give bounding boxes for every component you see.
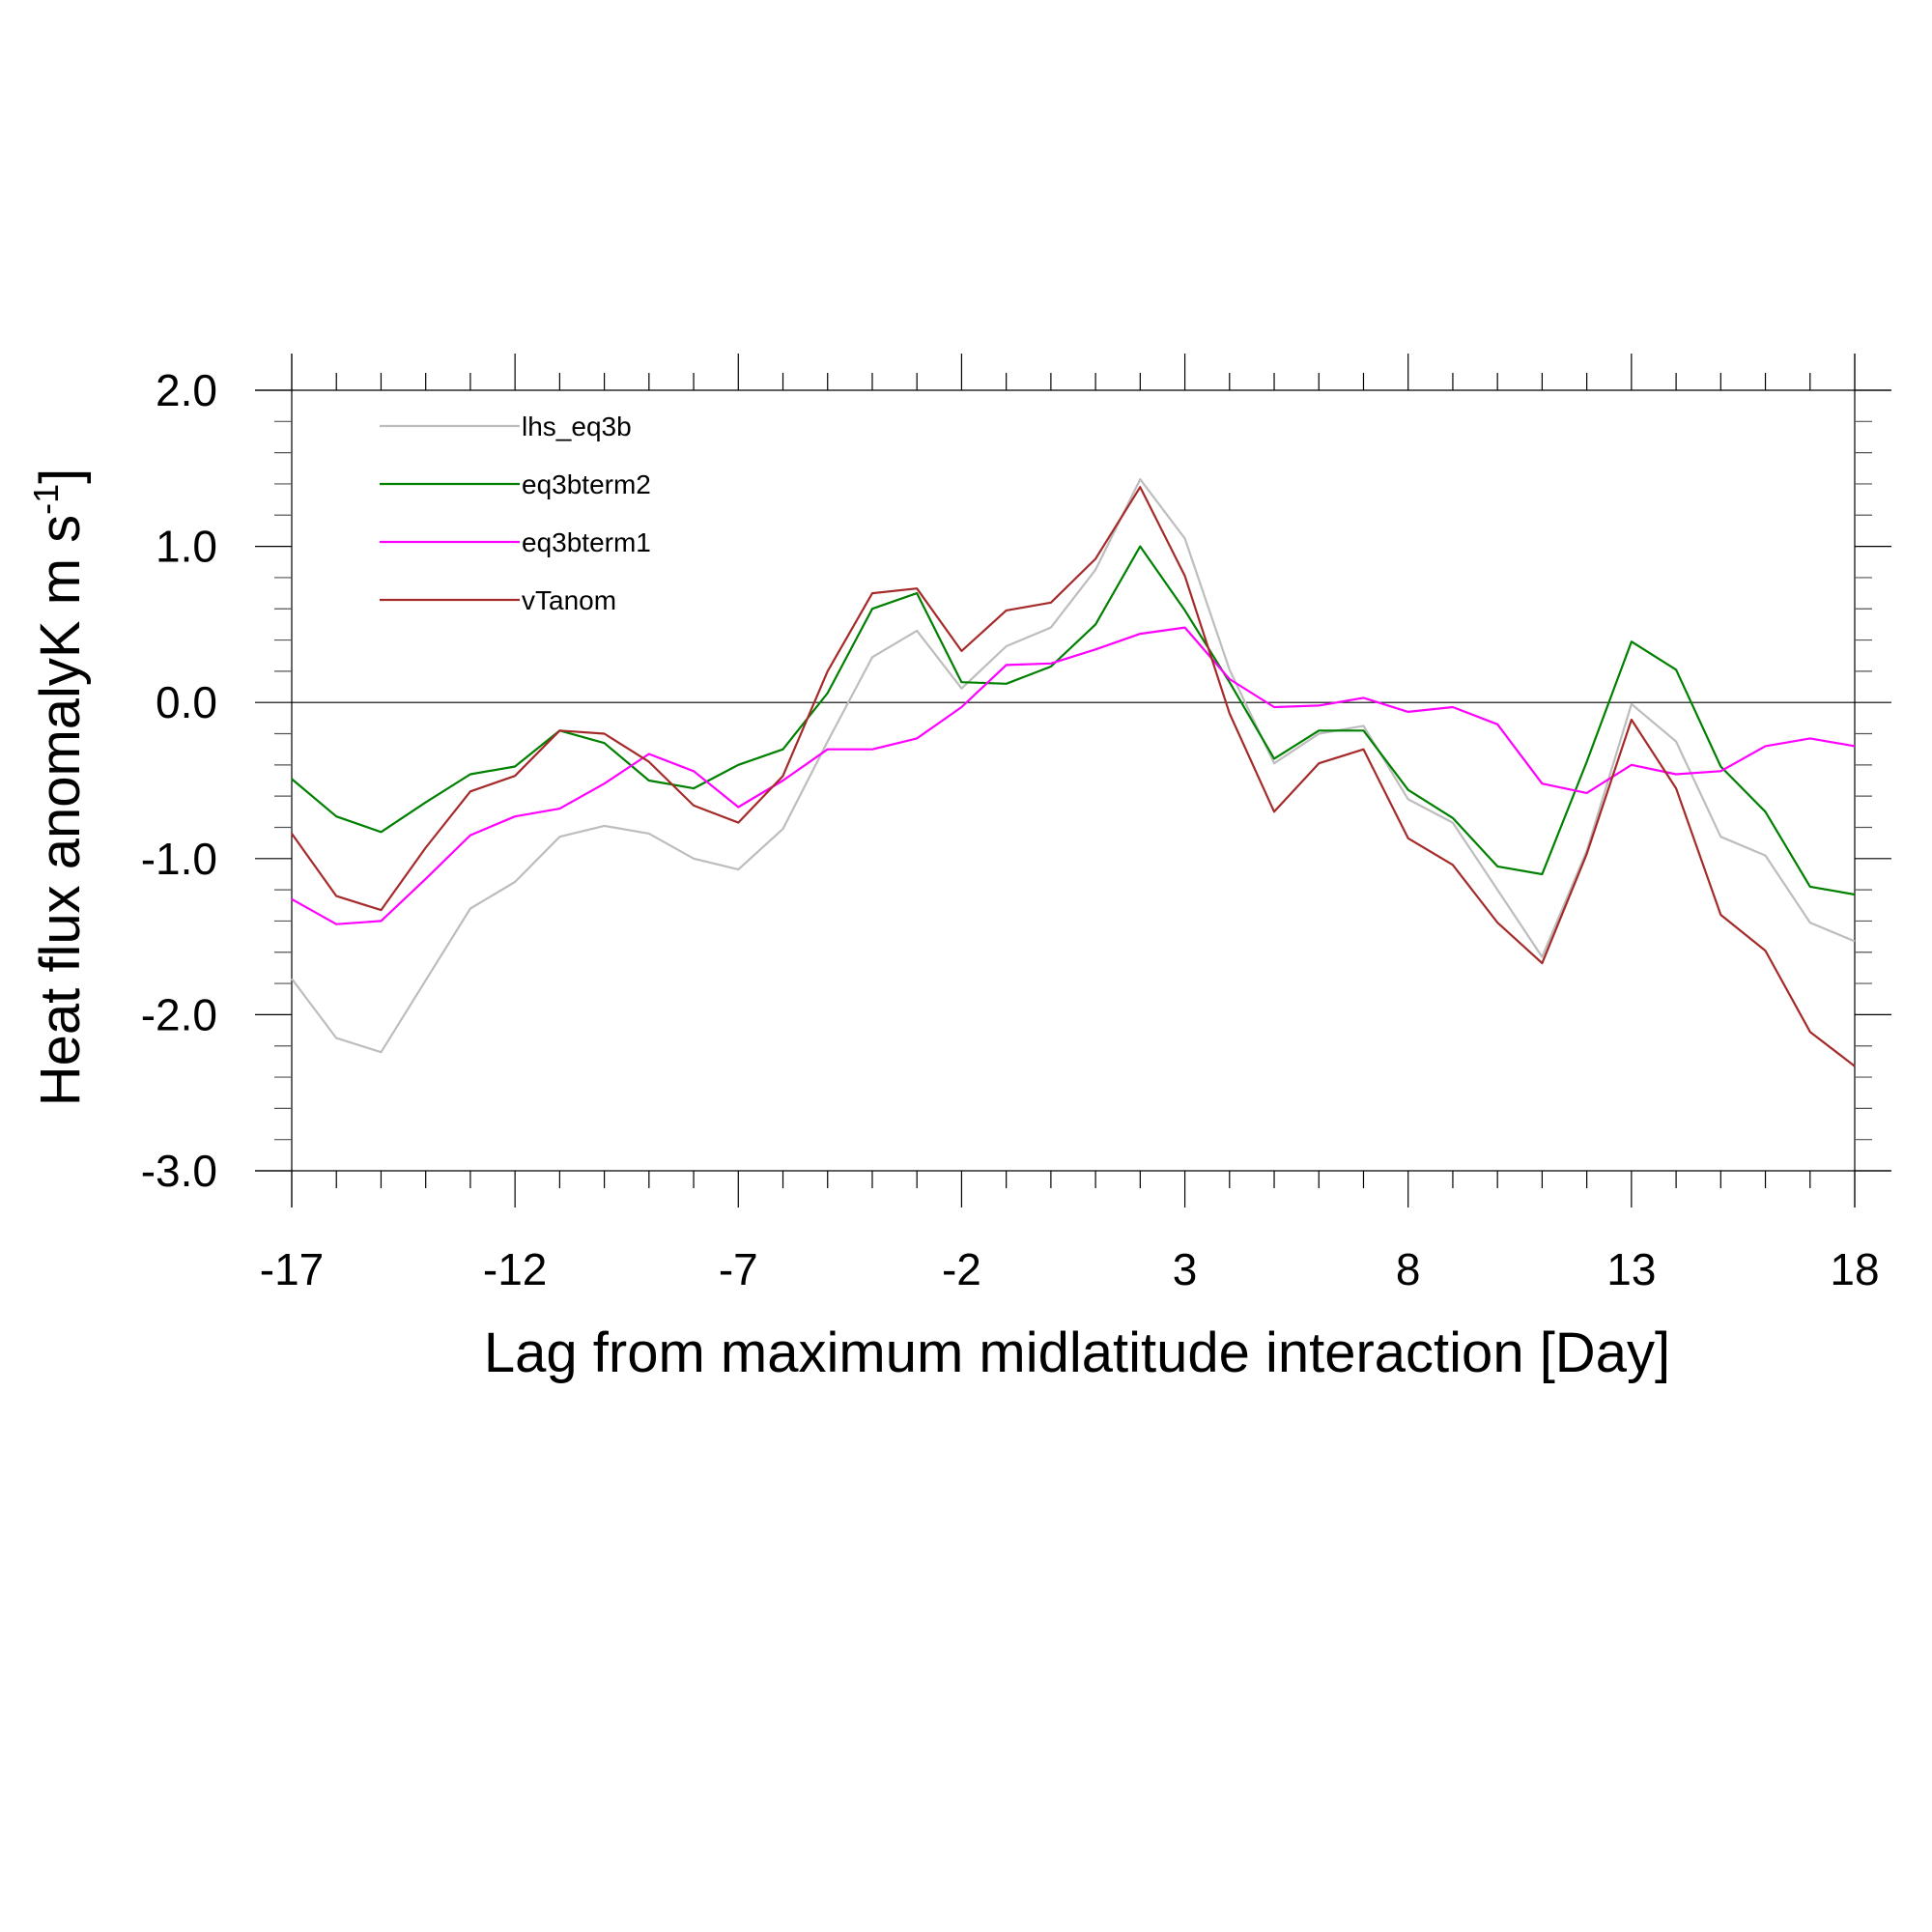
axis-labels: -17 -12 -7 -2 3 8 13 18 -3.0 -2.0 -1.0 0.0 1.0 2.0 (141, 365, 1880, 1294)
axis-ticks (255, 354, 1891, 1208)
legend-label-eq3bterm1: eq3bterm1 (522, 527, 651, 557)
y-axis-title-superscript: -1 (26, 484, 66, 515)
x-axis-title: Lag from maximum midlatitude interaction… (484, 1321, 1670, 1384)
series-line-lhs_eq3b (291, 478, 1856, 1054)
x-tick-label: 8 (1396, 1244, 1421, 1294)
legend-label-vTanom: vTanom (522, 585, 616, 615)
y-axis-title-bracket: ] (29, 469, 92, 484)
y-axis-title: Heat flux anomalyK m s-1] (26, 469, 92, 1107)
x-tick-label: 13 (1606, 1244, 1656, 1294)
series-line-eq3bterm2 (291, 545, 1856, 896)
series-line-vTanom (291, 486, 1856, 1067)
x-tick-label: -17 (260, 1244, 324, 1294)
y-tick-label: 2.0 (156, 365, 217, 415)
y-tick-label: -3.0 (141, 1146, 217, 1196)
x-tick-label: -7 (719, 1244, 758, 1294)
x-tick-label: -12 (483, 1244, 547, 1294)
y-axis-title-main: Heat flux anomalyK m s (29, 515, 92, 1106)
x-tick-label: -2 (942, 1244, 981, 1294)
y-tick-label: -2.0 (141, 989, 217, 1039)
y-tick-label: 1.0 (156, 522, 217, 572)
series-lines (291, 478, 1856, 1067)
y-tick-label: 0.0 (156, 677, 217, 727)
y-tick-label: -1.0 (141, 834, 217, 884)
x-tick-label: 3 (1173, 1244, 1198, 1294)
legend-label-lhs_eq3b: lhs_eq3b (522, 412, 632, 441)
legend: lhs_eq3b eq3bterm2 eq3bterm1 vTanom (380, 412, 651, 615)
x-tick-label: 18 (1830, 1244, 1879, 1294)
series-line-eq3bterm1 (291, 626, 1856, 925)
legend-label-eq3bterm2: eq3bterm2 (522, 469, 651, 499)
